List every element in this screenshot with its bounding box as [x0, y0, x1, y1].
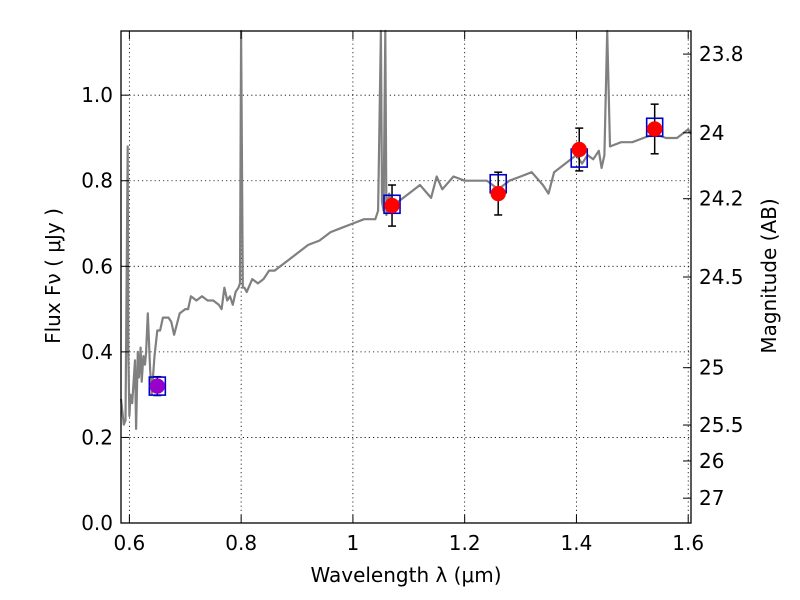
x-axis-label: Wavelength λ (μm)	[310, 563, 501, 587]
observed-photometry-point	[384, 197, 400, 214]
y2-tick-label: 27	[699, 486, 724, 510]
y2-tick-label: 24.2	[699, 187, 744, 211]
spectrum-line	[119, 29, 692, 430]
y-tick-label: 0.0	[81, 511, 113, 535]
observed-photometry-point	[149, 378, 166, 394]
x-tick-label: 1.2	[449, 531, 481, 555]
y2-tick-label: 25	[699, 356, 724, 380]
observed-photometry-point	[571, 141, 587, 158]
spectrum-line-group	[119, 29, 692, 430]
y-axis-label: Flux Fν ( μJy )	[41, 208, 65, 344]
y-tick-label: 0.8	[81, 169, 113, 193]
y2-tick-label: 25.5	[699, 413, 744, 437]
y2-tick-label: 23.8	[699, 42, 744, 66]
data-point-group	[148, 117, 664, 396]
y-tick-label: 0.4	[81, 340, 113, 364]
tick-labels: 0.6 0.8 1 1.2 1.4 1.6 0.0 0.2 0.4 0.6 0.8 1.0 23.8 24…	[81, 42, 743, 555]
axis-ticks	[121, 31, 691, 524]
x-tick-label: 1	[347, 531, 360, 555]
x-tick-label: 1.6	[672, 531, 704, 555]
model-photometry-square	[148, 376, 167, 396]
y2-axis-label: Magnitude (AB)	[757, 198, 781, 353]
observed-photometry-point	[490, 185, 506, 202]
y2-tick-label: 24.5	[699, 265, 744, 289]
x-tick-label: 1.4	[561, 531, 593, 555]
x-tick-label: 0.8	[225, 531, 257, 555]
y2-tick-label: 26	[699, 449, 724, 473]
y2-tick-label: 24	[699, 121, 724, 145]
observed-photometry-point	[646, 121, 663, 137]
y-tick-label: 0.2	[81, 425, 113, 449]
y-tick-label: 1.0	[81, 83, 113, 107]
x-tick-label: 0.6	[113, 531, 145, 555]
y-tick-label: 0.6	[81, 254, 113, 278]
